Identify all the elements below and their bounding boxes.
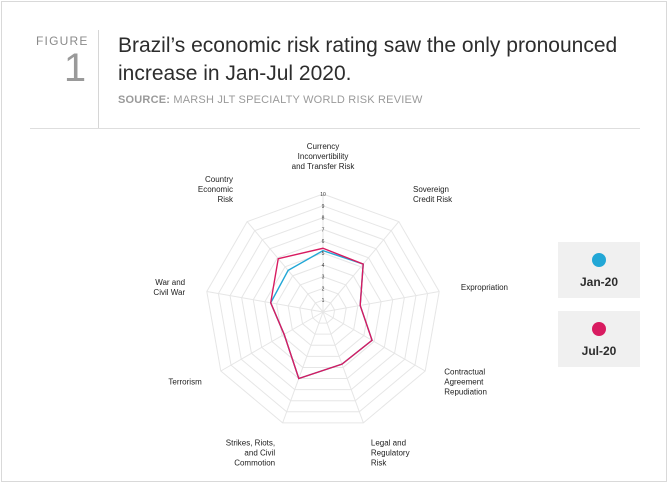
grid-spoke-2 [322, 291, 440, 313]
legend-item-jan: Jan-20 [558, 242, 640, 298]
axis-label: Regulatory [371, 449, 410, 458]
axis-label: Currency [307, 142, 339, 151]
figure-label: FIGURE [36, 34, 89, 48]
title-line-2: increase in Jan-Jul 2020. [118, 62, 352, 85]
grid-spoke-4 [322, 311, 364, 424]
grid-spoke-7 [206, 291, 324, 313]
axis-label: and Transfer Risk [292, 162, 356, 171]
legend-label-jan: Jan-20 [579, 275, 619, 289]
series-jul [269, 247, 373, 380]
grid-ring-6 [252, 240, 394, 380]
axis-label: War and [155, 278, 185, 287]
legend-item-jul: Jul-20 [558, 311, 640, 367]
radar-ticks: 1 2 3 4 5 6 7 8 9 10 [320, 192, 326, 304]
tick-label: 7 [322, 227, 325, 233]
axis-label: Expropriation [461, 283, 508, 292]
axis-label: Country [205, 175, 233, 184]
grid-ring-2 [299, 287, 347, 335]
axis-label: Terrorism [168, 378, 202, 387]
title-line-1: Brazil’s economic risk rating saw the on… [118, 34, 618, 57]
axis-label: Civil War [153, 288, 185, 297]
tick-label: 3 [322, 275, 325, 281]
legend-label-jul: Jul-20 [581, 344, 617, 358]
grid-ring-7 [241, 228, 405, 391]
grid-ring-5 [264, 252, 382, 368]
axis-label: Agreement [444, 378, 484, 387]
grid-ring-9 [217, 205, 429, 413]
grid-spoke-1 [322, 221, 400, 313]
tick-label: 2 [322, 286, 325, 292]
radar-grid [206, 193, 440, 424]
axis-label: and Civil [244, 449, 275, 458]
tick-label: 9 [322, 204, 325, 210]
figure-number: 1 [63, 46, 87, 90]
source-label: SOURCE: [118, 94, 171, 106]
tick-label: 8 [322, 216, 325, 222]
grid-ring-10 [206, 193, 440, 424]
header-rule [30, 128, 640, 129]
axis-label: Repudiation [444, 388, 487, 397]
axis-label: Strikes, Riots, [226, 439, 275, 448]
header-divider [98, 30, 99, 128]
axis-label: Legal and [371, 439, 406, 448]
grid-ring-8 [229, 217, 417, 402]
legend-dot-jul [592, 322, 606, 336]
axis-label: Risk [217, 195, 234, 204]
axis-label: Contractual [444, 368, 485, 377]
chart-title: Brazil’s economic risk rating saw the on… [118, 32, 638, 88]
axis-label: Commotion [234, 459, 275, 468]
grid-spoke-5 [282, 311, 324, 424]
grid-ring-1 [310, 299, 336, 324]
legend-dot-jan [592, 253, 606, 267]
grid-spoke-8 [246, 221, 324, 313]
radar-series [269, 247, 373, 380]
tick-label: 5 [322, 251, 325, 257]
series-jan [269, 249, 373, 380]
tick-label: 1 [322, 298, 325, 304]
axis-label: Economic [198, 185, 233, 194]
tick-label: 6 [322, 239, 325, 245]
source-text: MARSH JLT SPECIALTY WORLD RISK REVIEW [170, 94, 423, 106]
grid-spoke-6 [220, 311, 324, 372]
axis-label: Inconvertibility [298, 152, 349, 161]
axis-label: Risk [371, 459, 388, 468]
grid-spoke-3 [322, 311, 426, 372]
tick-label: 4 [322, 263, 325, 269]
axis-label: Sovereign [413, 185, 449, 194]
axis-label: Credit Risk [413, 195, 453, 204]
source-note: SOURCE: MARSH JLT SPECIALTY WORLD RISK R… [118, 94, 423, 106]
grid-ring-3 [287, 276, 359, 346]
tick-label: 10 [320, 192, 326, 198]
